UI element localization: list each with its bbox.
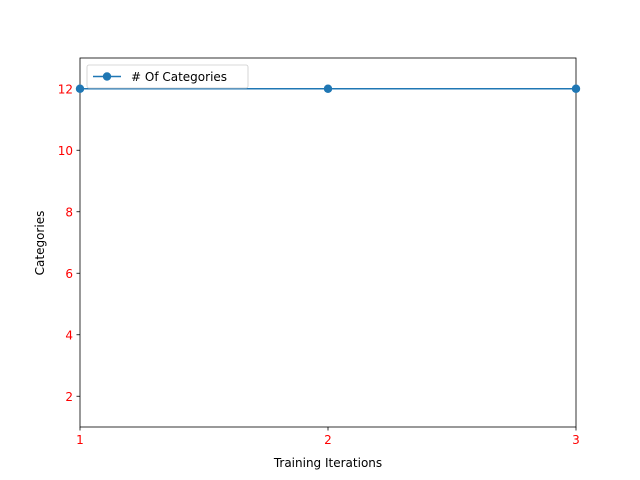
- y-tick-label: 2: [65, 390, 73, 404]
- y-tick-label: 4: [65, 328, 73, 342]
- plot-frame: [79, 57, 577, 428]
- y-axis-ticks: 2 4 6 8 10 12: [58, 82, 80, 404]
- y-tick-label: 12: [58, 82, 73, 96]
- legend-box: [86, 64, 249, 89]
- legend-label: # Of Categories: [131, 70, 227, 84]
- plot-area: [79, 57, 577, 428]
- data-point: [75, 84, 85, 93]
- y-tick-label: 10: [58, 144, 73, 158]
- x-axis-ticks: 1 2 3: [76, 427, 580, 447]
- x-tick-label: 2: [324, 433, 332, 447]
- y-axis-label: Categories: [33, 211, 47, 276]
- legend: # Of Categories: [86, 64, 249, 89]
- x-tick-label: 3: [572, 433, 580, 447]
- x-axis-label: Training Iterations: [273, 456, 382, 470]
- series-layer: [75, 84, 581, 93]
- legend-marker: [102, 72, 112, 81]
- data-point: [571, 84, 581, 93]
- y-tick-label: 8: [65, 205, 73, 219]
- x-tick-label: 1: [76, 433, 84, 447]
- y-tick-label: 6: [65, 267, 73, 281]
- data-point: [323, 84, 333, 93]
